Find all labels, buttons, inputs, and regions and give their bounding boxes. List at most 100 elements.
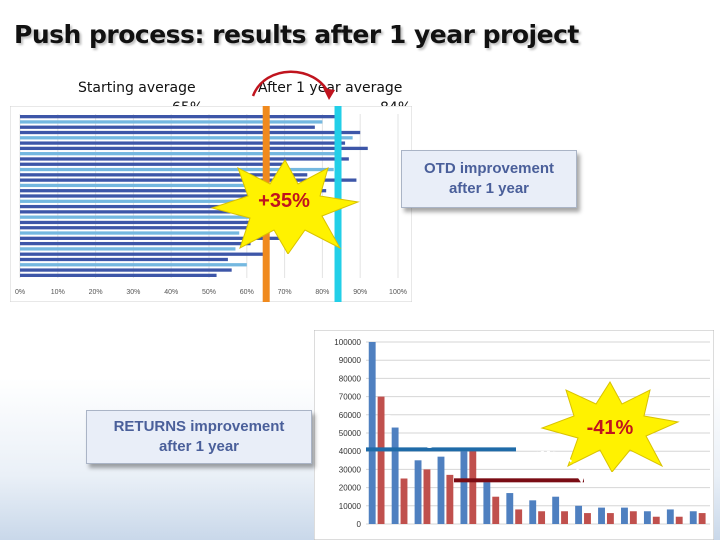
otd-bar <box>20 141 346 145</box>
returns-bar <box>469 449 477 524</box>
otd-box-line1: OTD improvement <box>423 160 555 177</box>
returns-bar <box>529 500 537 524</box>
otd-bar <box>20 183 300 188</box>
otd-tick-label: 70% <box>278 289 292 296</box>
otd-tick-label: 30% <box>126 289 140 296</box>
returns-bar <box>584 513 591 524</box>
otd-curved-arrow <box>251 70 335 100</box>
starting-average-value: 65% <box>172 100 204 110</box>
otd-bar <box>20 257 228 262</box>
slide-title: Push process: results after 1 year proje… <box>14 20 579 49</box>
otd-bar <box>20 236 296 240</box>
returns-bar <box>561 511 568 524</box>
otd-bar <box>20 247 236 251</box>
returns-bar <box>643 511 651 524</box>
returns-bar <box>629 511 637 524</box>
otd-tick-label: 40% <box>164 289 178 296</box>
returns-bar <box>377 396 385 524</box>
otd-bar <box>20 115 342 119</box>
after-average-value: 84% <box>380 100 412 110</box>
returns-improvement-box: RETURNS improvement after 1 year <box>86 410 312 464</box>
otd-tick-label: 0% <box>15 289 25 296</box>
returns-start-line <box>366 447 516 452</box>
otd-bar <box>20 167 334 172</box>
returns-bar <box>391 427 399 524</box>
returns-bar <box>606 513 614 524</box>
returns-bar <box>652 516 660 524</box>
returns-bar <box>666 509 674 524</box>
otd-tick-label: 60% <box>240 289 254 296</box>
otd-delta: +35% <box>258 190 310 212</box>
returns-bar <box>515 509 523 524</box>
returns-bar <box>598 507 605 524</box>
returns-tick-label: 10000 <box>339 502 362 511</box>
otd-bar <box>20 178 357 182</box>
returns-bar <box>423 469 431 524</box>
returns-tick-label: 50000 <box>339 429 362 438</box>
returns-bar <box>492 496 500 524</box>
returns-chart: 0 10000 20000 30000 40000 50000 60000 70000 8000… <box>314 330 714 540</box>
otd-tick-label: 90% <box>353 289 367 296</box>
otd-bar <box>20 189 327 193</box>
after-average-label: After 1 year average <box>258 80 403 96</box>
otd-bar <box>20 204 274 209</box>
otd-bar <box>20 220 255 225</box>
otd-bar <box>20 215 304 219</box>
otd-bar <box>20 194 281 198</box>
starting-average-label: Starting average <box>78 80 196 96</box>
otd-tick-label: 50% <box>202 289 216 296</box>
otd-bar <box>20 157 349 161</box>
otd-tick-label: 80% <box>315 289 329 296</box>
returns-box-line2: after 1 year <box>158 438 240 455</box>
returns-bar <box>552 496 560 524</box>
returns-bar <box>460 451 468 524</box>
returns-bar <box>368 342 376 524</box>
returns-tick-label: 30000 <box>339 465 362 474</box>
returns-bar <box>506 493 514 524</box>
otd-bar <box>20 273 217 277</box>
otd-tick-label: 20% <box>89 289 103 296</box>
returns-tick-label: 20000 <box>339 484 362 493</box>
otd-bar <box>20 162 285 166</box>
returns-bar <box>675 516 683 524</box>
returns-bar <box>621 507 628 524</box>
returns-bar <box>483 482 491 524</box>
otd-bar <box>20 152 338 156</box>
returns-bar <box>437 456 445 524</box>
otd-bar <box>20 226 270 230</box>
otd-box-line2: after 1 year <box>448 180 530 197</box>
returns-box-line1: RETURNS improvement <box>113 418 285 435</box>
otd-bar <box>20 130 361 135</box>
otd-tick-label: 100% <box>389 289 407 296</box>
otd-bar <box>20 231 240 235</box>
otd-bar <box>20 146 368 151</box>
otd-bar <box>20 120 323 124</box>
returns-star-icon <box>540 381 680 472</box>
otd-bar <box>20 125 315 129</box>
returns-after-line <box>454 478 584 483</box>
otd-improvement-box: OTD improvement after 1 year <box>401 150 577 208</box>
otd-bar <box>20 241 251 246</box>
returns-bar <box>538 511 546 524</box>
returns-bar <box>400 478 408 524</box>
otd-bar <box>20 252 266 256</box>
returns-start-label: S <box>384 414 393 429</box>
otd-tick-label: 10% <box>51 289 65 296</box>
otd-bar <box>20 173 308 177</box>
returns-tick-label: 80000 <box>339 374 362 383</box>
returns-tick-label: 0 <box>357 520 362 529</box>
returns-delta: -41% <box>586 417 634 439</box>
returns-tick-label: 60000 <box>339 411 362 420</box>
returns-curved-arrow <box>523 450 586 484</box>
returns-bar <box>698 513 706 524</box>
otd-star-icon <box>210 159 360 254</box>
otd-bar <box>20 210 262 214</box>
returns-tick-label: 100000 <box>334 338 361 347</box>
returns-tick-label: 40000 <box>339 447 362 456</box>
otd-bar <box>20 263 247 267</box>
returns-tick-label: 90000 <box>339 356 362 365</box>
otd-bar <box>20 136 353 140</box>
returns-tick-label: 70000 <box>339 393 362 402</box>
returns-start-value: 3 <box>426 437 435 452</box>
returns-bar <box>446 474 454 524</box>
